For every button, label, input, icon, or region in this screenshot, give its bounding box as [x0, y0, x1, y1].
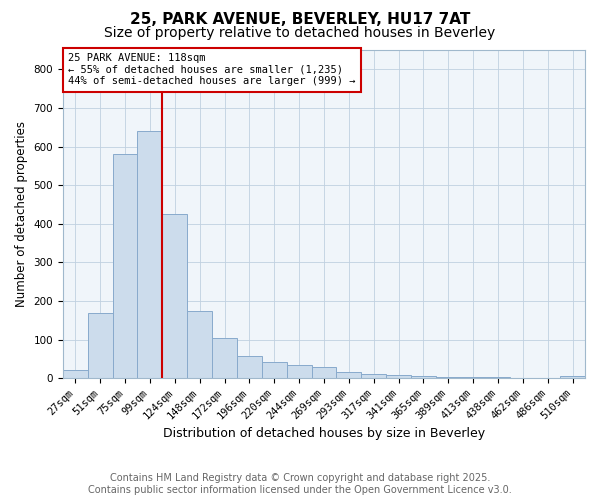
Text: Size of property relative to detached houses in Beverley: Size of property relative to detached ho… [104, 26, 496, 40]
Text: Contains HM Land Registry data © Crown copyright and database right 2025.
Contai: Contains HM Land Registry data © Crown c… [88, 474, 512, 495]
Text: 25, PARK AVENUE, BEVERLEY, HU17 7AT: 25, PARK AVENUE, BEVERLEY, HU17 7AT [130, 12, 470, 28]
Bar [163, 214, 187, 378]
Bar [436, 376, 461, 378]
Bar [113, 154, 137, 378]
Y-axis label: Number of detached properties: Number of detached properties [15, 121, 28, 307]
Bar [187, 310, 212, 378]
Bar [411, 376, 436, 378]
Bar [287, 366, 311, 378]
X-axis label: Distribution of detached houses by size in Beverley: Distribution of detached houses by size … [163, 427, 485, 440]
Bar [137, 131, 163, 378]
Bar [88, 312, 113, 378]
Bar [311, 366, 337, 378]
Bar [461, 377, 485, 378]
Bar [212, 338, 237, 378]
Text: 25 PARK AVENUE: 118sqm
← 55% of detached houses are smaller (1,235)
44% of semi-: 25 PARK AVENUE: 118sqm ← 55% of detached… [68, 54, 356, 86]
Bar [560, 376, 585, 378]
Bar [63, 370, 88, 378]
Bar [361, 374, 386, 378]
Bar [386, 375, 411, 378]
Bar [337, 372, 361, 378]
Bar [262, 362, 287, 378]
Bar [237, 356, 262, 378]
